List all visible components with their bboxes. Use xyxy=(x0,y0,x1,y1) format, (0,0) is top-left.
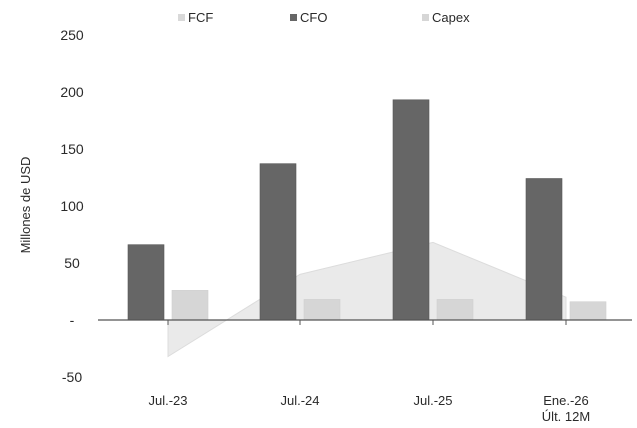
x-tick-label: Últ. 12M xyxy=(542,409,590,424)
x-tick-label: Jul.-24 xyxy=(280,393,319,408)
cfo-bar xyxy=(127,244,165,321)
cfo-bar xyxy=(525,178,563,321)
legend-swatch xyxy=(422,14,429,21)
legend-swatch xyxy=(178,14,185,21)
capex-bar xyxy=(436,299,474,321)
legend-label: CFO xyxy=(300,10,327,25)
y-tick-label: 200 xyxy=(60,84,84,100)
y-tick-label: -50 xyxy=(62,369,82,385)
cfo-bar xyxy=(259,163,297,321)
y-tick-label: 250 xyxy=(60,27,84,43)
x-tick-label: Ene.-26 xyxy=(543,393,589,408)
y-tick-label: - xyxy=(70,312,75,328)
capex-bar xyxy=(171,290,209,321)
y-tick-label: 50 xyxy=(64,255,80,271)
y-tick-label: 100 xyxy=(60,198,84,214)
fcf-area xyxy=(167,241,567,358)
x-tick-label: Jul.-25 xyxy=(413,393,452,408)
y-axis-label: Millones de USD xyxy=(18,157,33,254)
capex-bar xyxy=(303,299,341,321)
y-tick-label: 150 xyxy=(60,141,84,157)
legend-label: FCF xyxy=(188,10,213,25)
legend-swatch xyxy=(290,14,297,21)
x-tick-label: Jul.-23 xyxy=(148,393,187,408)
legend-label: Capex xyxy=(432,10,470,25)
capex-bar xyxy=(569,301,607,321)
cfo-bar xyxy=(392,99,430,321)
